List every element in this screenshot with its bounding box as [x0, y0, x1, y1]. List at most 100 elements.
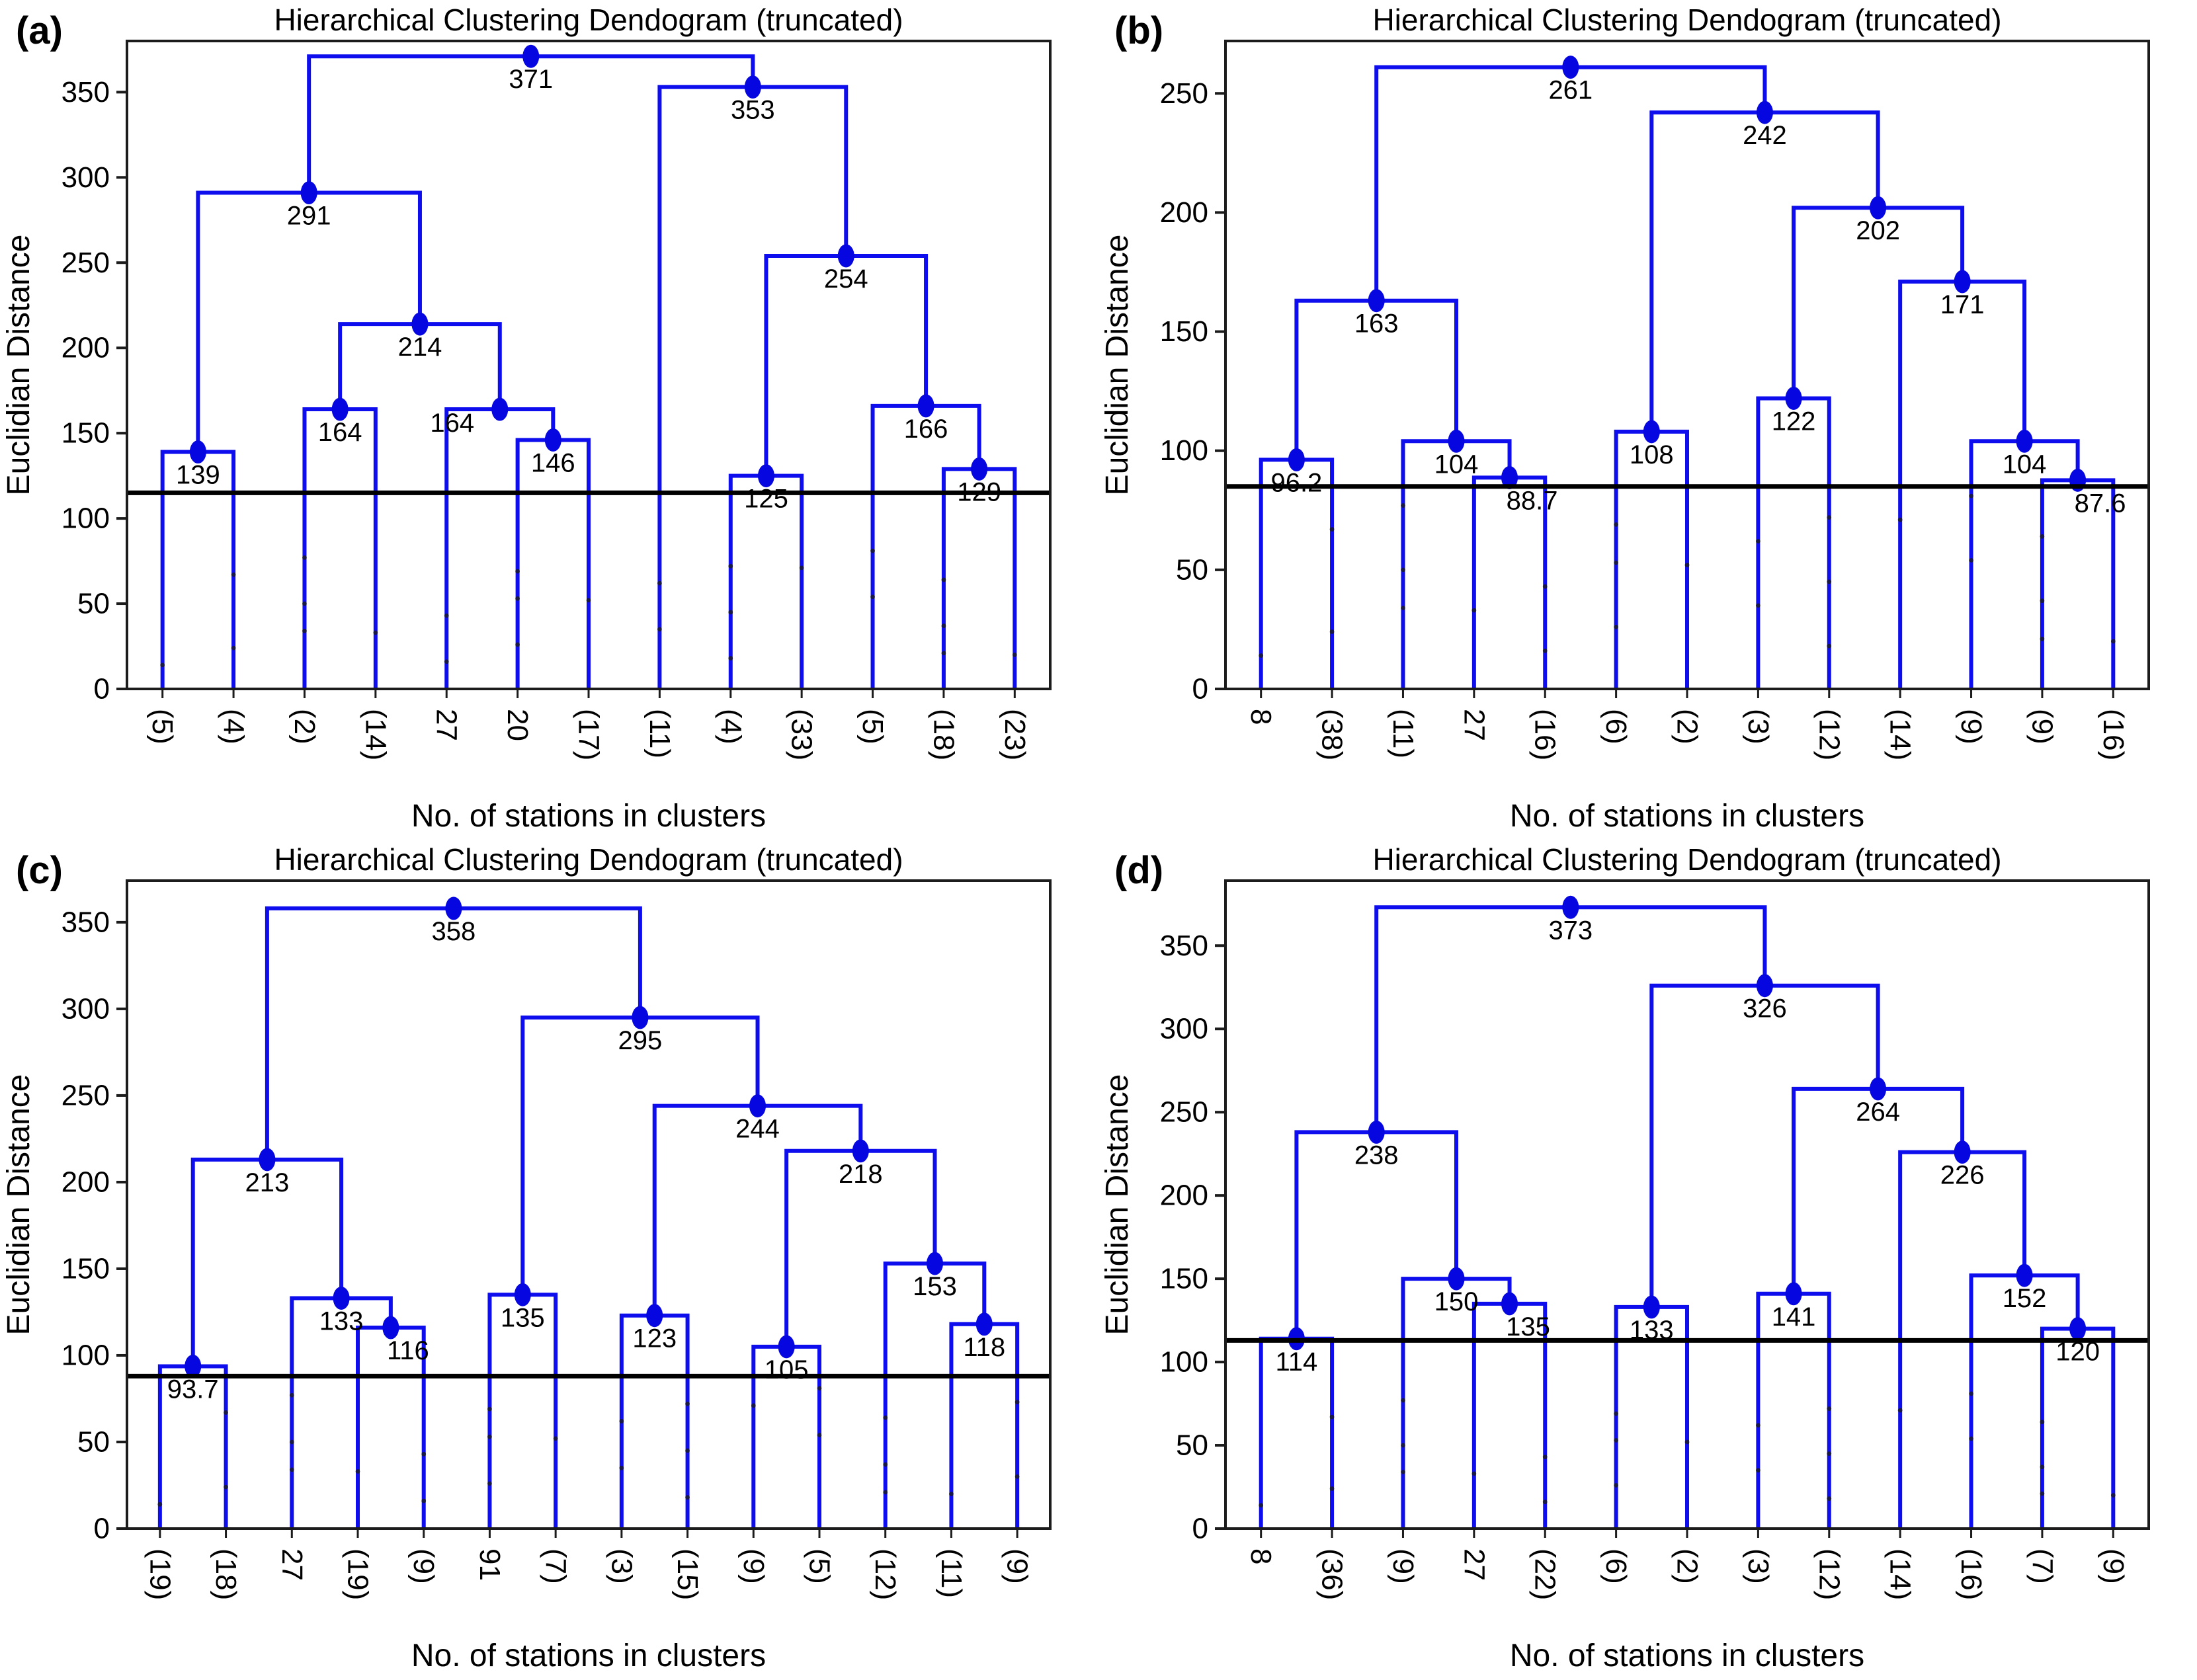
truncation-dot [619, 1419, 624, 1423]
truncation-dot [1969, 1436, 1973, 1441]
x-tick-label: (18) [927, 709, 960, 760]
merge-height-label: 171 [1940, 290, 1985, 319]
truncation-dot [2040, 598, 2045, 604]
merge-node-dot [778, 1335, 795, 1359]
merge-height-label: 120 [2055, 1338, 2100, 1367]
x-tick-label: (16) [1529, 709, 1561, 760]
x-tick-label: (15) [671, 1548, 704, 1600]
x-tick-label: (9) [1001, 1548, 1034, 1584]
truncation-dot [1614, 1438, 1619, 1443]
merge-node-dot [491, 397, 509, 421]
merge-node-dot [411, 312, 429, 336]
truncation-markers [157, 1386, 1020, 1507]
x-tick-label: (16) [2097, 709, 2130, 760]
truncation-dot [1755, 603, 1761, 608]
truncation-markers [1259, 493, 2116, 658]
merge-node-dot [1785, 386, 1802, 410]
x-tick-label: (3) [605, 1548, 638, 1584]
merge-node-dot [189, 440, 206, 464]
merge-height-label: 105 [765, 1355, 809, 1384]
x-tick-label: (14) [359, 709, 392, 760]
merge-node-dot [1954, 1140, 1971, 1164]
x-tick-label: (9) [407, 1548, 440, 1584]
dendrogram-links [1259, 65, 2116, 689]
y-tick-label: 300 [62, 992, 110, 1025]
y-tick-label: 0 [1192, 673, 1208, 705]
merge-node-dot [1288, 448, 1305, 471]
merge-node-dot [2016, 429, 2033, 453]
truncation-markers [160, 548, 1017, 668]
merge-node-dot [522, 44, 540, 68]
merge-node-dot [1643, 1295, 1660, 1319]
merge-height-label: 135 [1506, 1312, 1550, 1341]
merge-height-label: 133 [1630, 1316, 1674, 1345]
truncation-dot [2040, 1491, 2045, 1496]
truncation-dot [1401, 1443, 1405, 1448]
merge-node-dot [837, 244, 854, 268]
x-tick-label: 20 [501, 709, 534, 741]
merge-height-label: 226 [1940, 1161, 1985, 1190]
x-tick-label: (12) [1813, 1548, 1845, 1600]
truncation-dot [515, 596, 520, 601]
dendrogram-chart-c: (c) Hierarchical Clustering Dendogram (tr… [1, 842, 1052, 1673]
merge-height-labels: 96.2 88.7 104 163 108 122 87.6 104 171 202 242 261 [1270, 76, 2126, 518]
dendrogram-link [1649, 983, 1880, 1307]
truncation-dot [1614, 1411, 1619, 1416]
merge-node-dot [331, 397, 349, 421]
truncation-dot [1401, 1398, 1405, 1403]
truncation-dot [1614, 560, 1619, 565]
truncation-dot [487, 1481, 492, 1486]
y-tick-label: 200 [62, 1166, 110, 1198]
merge-height-label: 371 [509, 65, 553, 94]
truncation-markers [1259, 1391, 2116, 1508]
merge-node-dot [744, 75, 761, 99]
x-tick-label: 91 [474, 1548, 506, 1581]
merge-height-label: 104 [2003, 450, 2047, 479]
x-tick-label: (11) [935, 1548, 968, 1598]
x-tick-label: 27 [1458, 1548, 1490, 1581]
merge-height-label: 116 [387, 1336, 429, 1365]
truncation-dot [941, 651, 946, 656]
truncation-dot [1329, 629, 1335, 634]
truncation-dot [160, 662, 165, 668]
merge-height-label: 261 [1548, 76, 1593, 105]
truncation-dot [657, 627, 662, 632]
y-tick-label: 150 [62, 1252, 110, 1285]
x-tick-label: (3) [1742, 709, 1774, 744]
dendrogram-link [1969, 1273, 2080, 1529]
x-tick-label: (9) [1955, 709, 1987, 744]
truncation-dot [2110, 639, 2116, 644]
dendrogram-link [1756, 396, 1831, 689]
merge-node-dot [259, 1148, 276, 1172]
y-tick-label: 100 [62, 502, 110, 535]
merge-height-label: 96.2 [1270, 468, 1322, 497]
truncation-dot [941, 623, 946, 628]
truncation-dot [1542, 648, 1548, 653]
y-tick-label: 300 [62, 161, 110, 194]
truncation-dot [1827, 1496, 1832, 1501]
y-tick-label: 300 [1160, 1013, 1208, 1045]
x-tick-label: (12) [869, 1548, 901, 1600]
merge-node-dot [300, 181, 317, 205]
truncation-dot [949, 1492, 954, 1496]
merge-node-dot [1785, 1282, 1802, 1306]
merge-height-label: 373 [1548, 916, 1593, 945]
chart-title: Hierarchical Clustering Dendogram (trunc… [1372, 3, 2001, 37]
truncation-dot [1827, 515, 1832, 520]
truncation-dot [157, 1501, 163, 1507]
merge-node-dot [1501, 1292, 1518, 1316]
y-axis: 0 50 100 150 200 250 300 350 [62, 76, 127, 705]
merge-node-dot [2069, 1317, 2087, 1341]
x-tick-label: 8 [1245, 709, 1277, 725]
truncation-dot [870, 548, 875, 553]
x-axis: 8 (36) (9) 27 (22) (6) (2) (3) (12) (14) (16) (7) (9… [1245, 1529, 2130, 1600]
x-tick-label: (5) [804, 1548, 836, 1584]
merge-node-dot [2016, 1263, 2033, 1287]
chart-title: Hierarchical Clustering Dendogram (trunc… [274, 842, 903, 877]
merge-nodes [1288, 895, 2087, 1351]
merge-height-label: 213 [245, 1168, 290, 1197]
truncation-dot [1015, 1400, 1020, 1405]
y-axis-label: Euclidian Distance [1100, 1074, 1135, 1336]
dendrogram-chart-d: (d) Hierarchical Clustering Dendogram (tr… [1100, 842, 2150, 1673]
merge-node-dot [1870, 1077, 1887, 1101]
